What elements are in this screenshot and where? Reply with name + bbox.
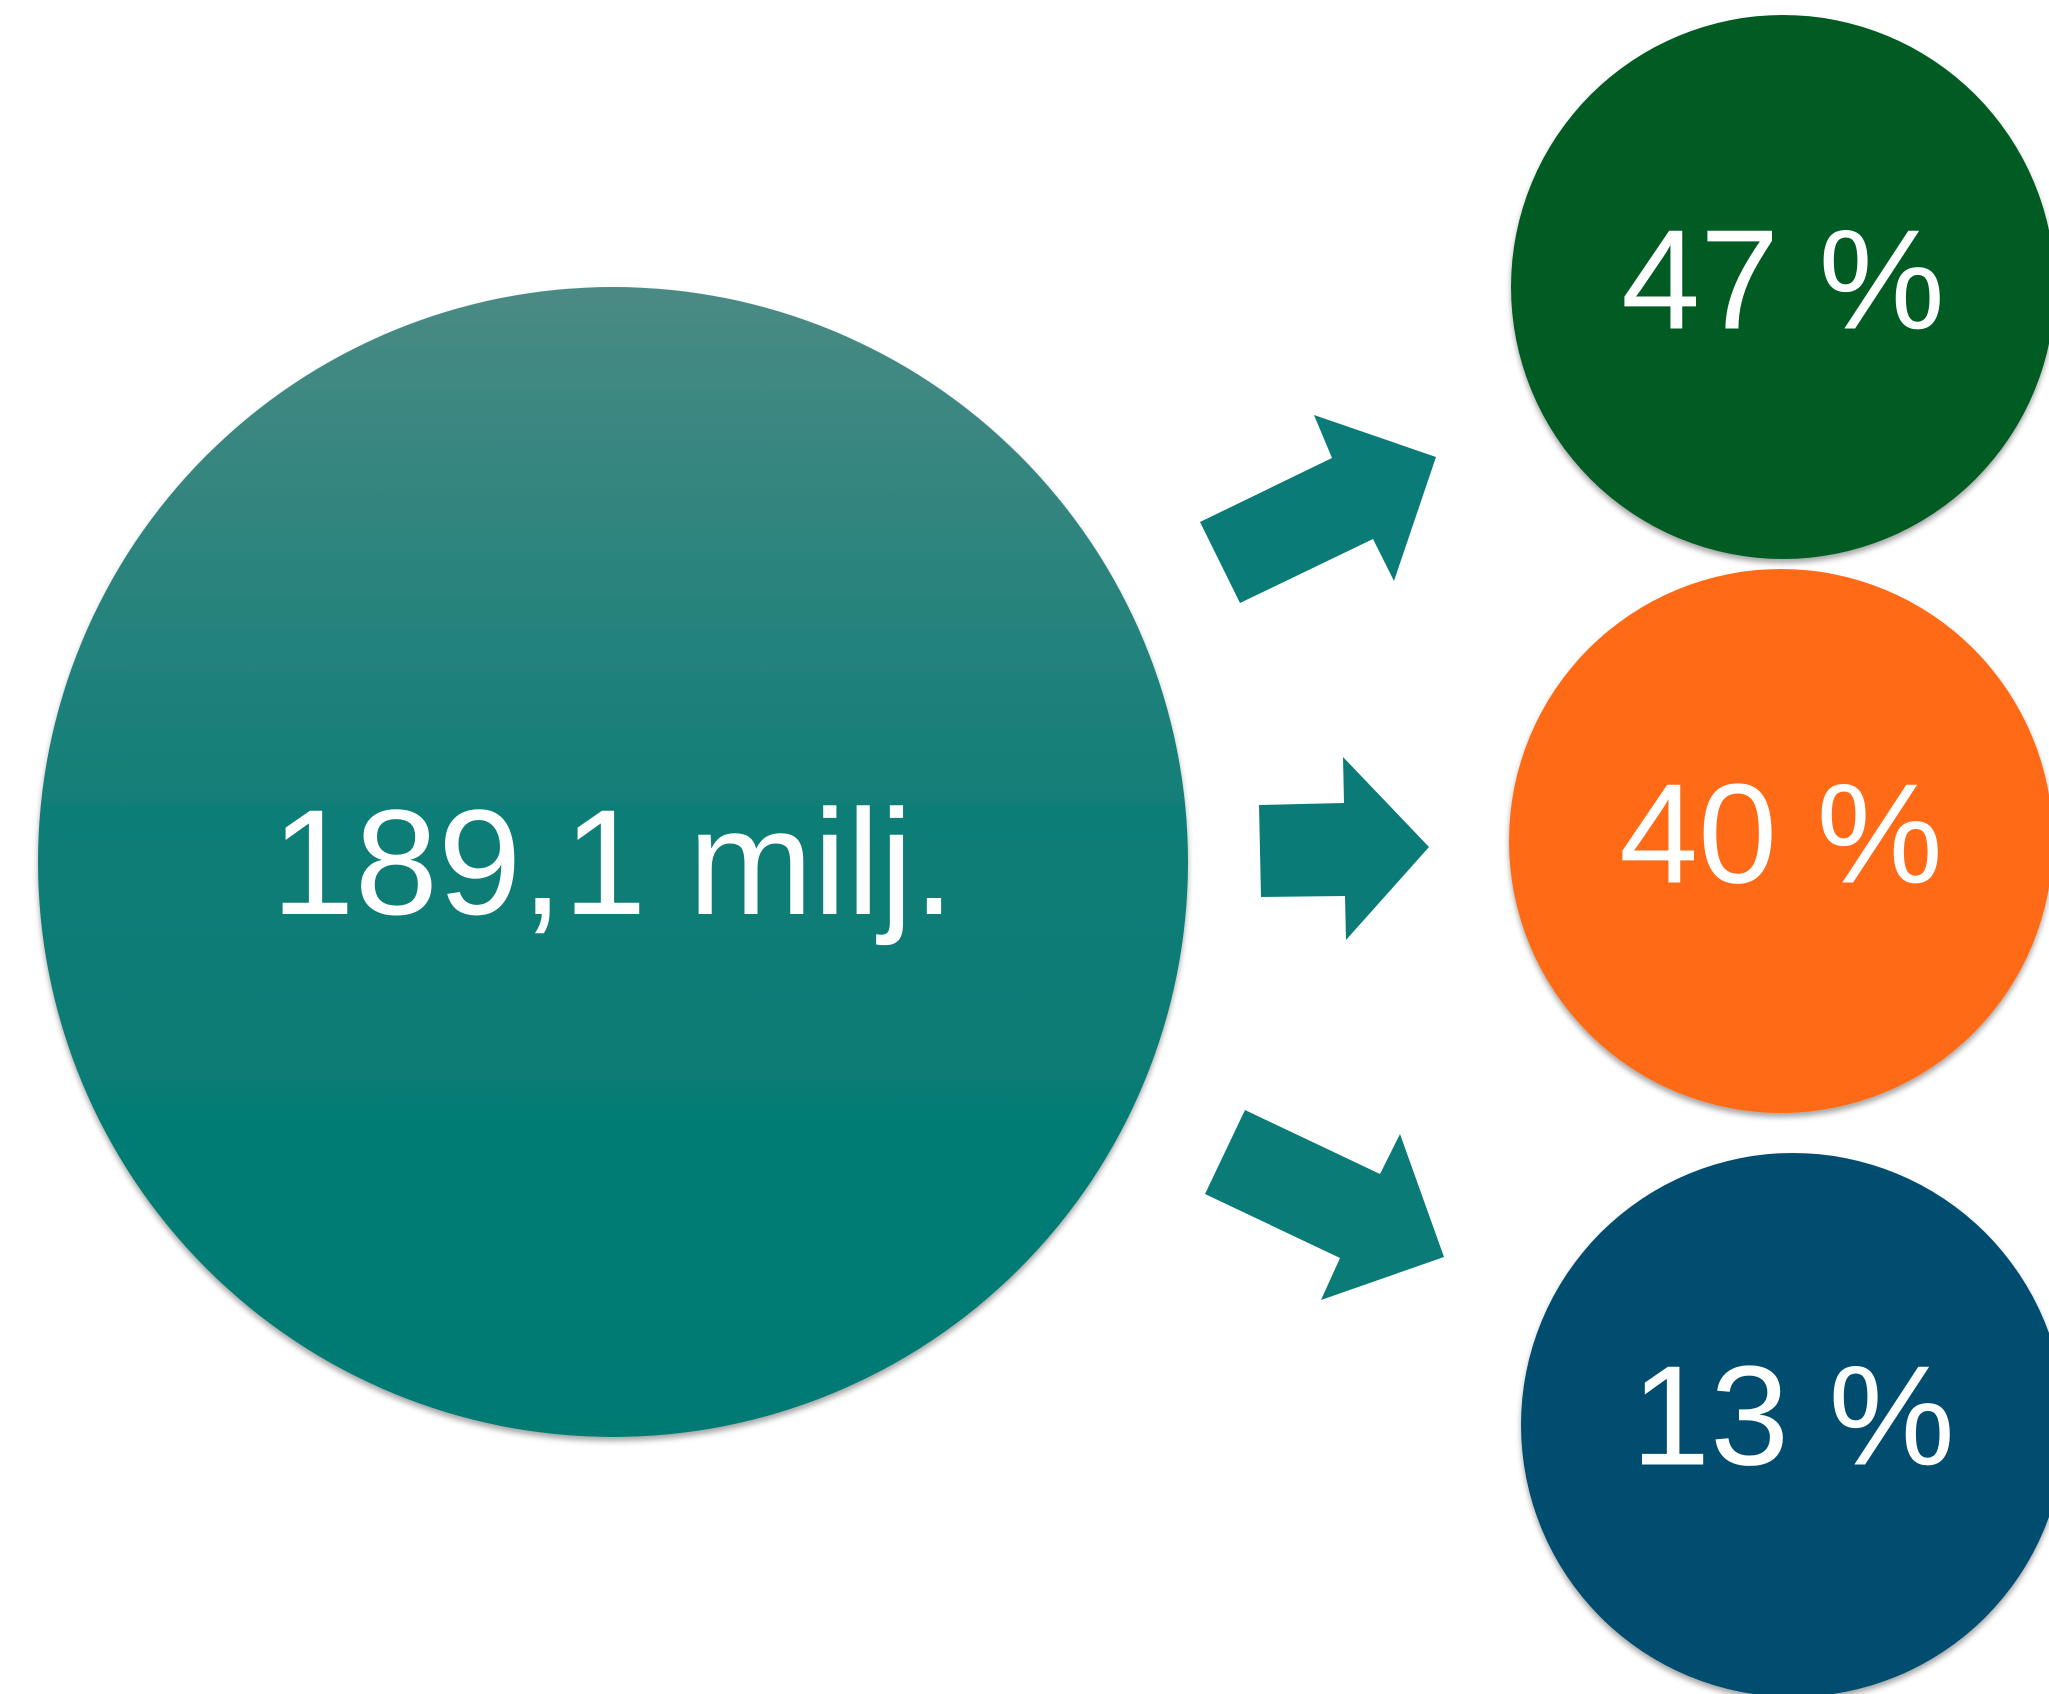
share-circle — [1521, 1153, 2049, 1694]
share-label: 47 % — [1621, 201, 1945, 360]
arrow-up-right — [1200, 415, 1436, 603]
share-node-2: 40 % — [1509, 569, 2049, 1113]
share-label: 13 % — [1631, 1337, 1955, 1496]
share-label: 40 % — [1619, 755, 1943, 914]
total-circle — [38, 287, 1188, 1437]
arrow-down-right — [1205, 1110, 1444, 1300]
arrow-right — [1259, 757, 1429, 940]
arrows — [1200, 415, 1444, 1300]
share-circle — [1511, 15, 2049, 559]
share-node-1: 47 % — [1511, 15, 2049, 559]
total-node: 189,1 milj. — [38, 287, 1188, 1437]
share-node-3: 13 % — [1521, 1153, 2049, 1694]
share-circle — [1509, 569, 2049, 1113]
total-label: 189,1 milj. — [271, 778, 955, 946]
